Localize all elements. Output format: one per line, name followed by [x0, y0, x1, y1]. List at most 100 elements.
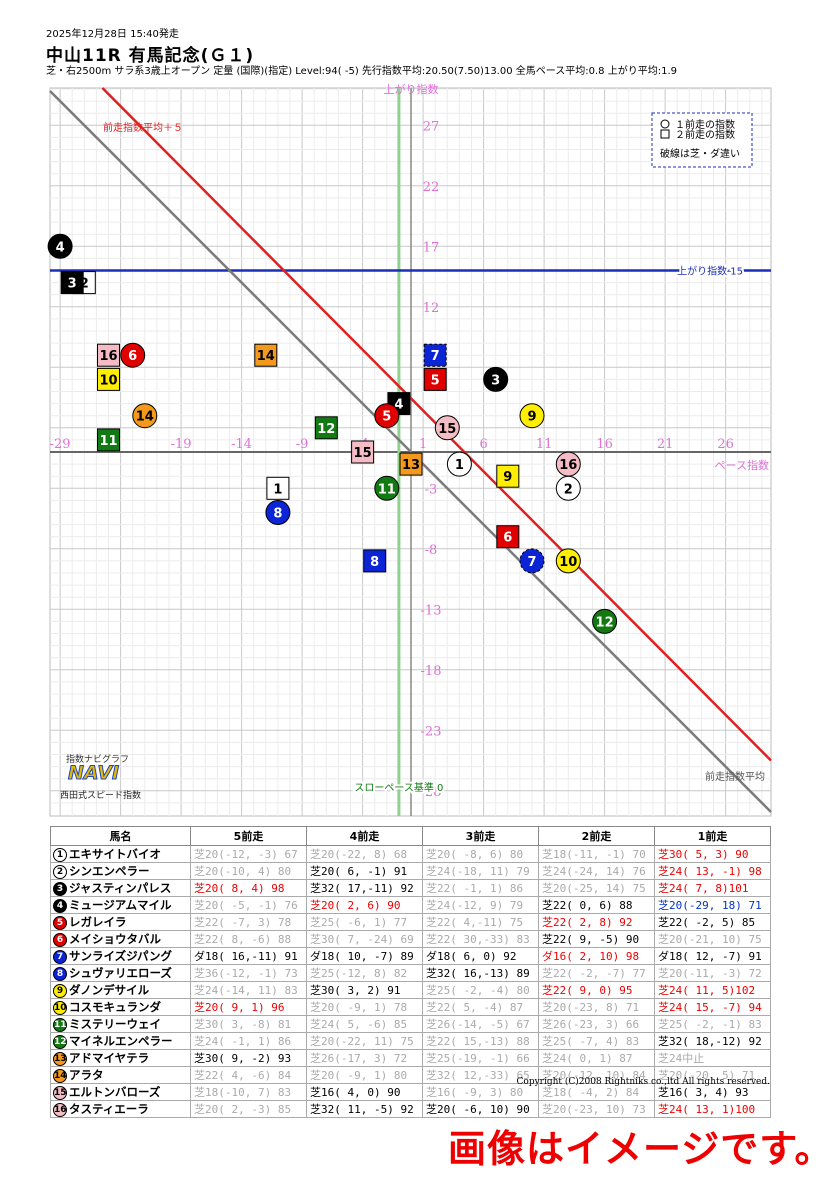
race-result-cell: 芝20(-12, -3) 67	[190, 845, 307, 863]
col-race-5: 5前走	[190, 826, 307, 846]
race-result-cell: 芝20( 8, 4) 98	[190, 879, 307, 897]
x-tick-label: 21	[657, 437, 674, 452]
table-body: 1 エキサイトバイオ 芝20(-12, -3) 67 芝20(-22, 8) 68 芝2…	[50, 845, 771, 1118]
marker-prev1-horse-15	[434, 415, 460, 441]
marker-prev2-horse-7	[423, 343, 447, 367]
copyright: Copyright (C)2008 Rightniks co.,ltd All …	[516, 1077, 770, 1087]
table-row: 1 エキサイトバイオ 芝20(-12, -3) 67 芝20(-22, 8) 68 芝2…	[50, 845, 771, 863]
marker-prev1-horse-3	[483, 366, 509, 392]
marker-prev2-label: 6	[503, 531, 512, 546]
race-result-cell: 芝36(-12, -1) 73	[190, 964, 307, 982]
horse-number-badge: 1	[53, 847, 67, 862]
marker-prev1-label: 2	[564, 482, 573, 497]
horse-name-cell: 8 シュヴァリエローズ	[50, 964, 191, 982]
horse-name-cell: 4 ミュージアムマイル	[50, 896, 191, 914]
race-result-cell: 芝20( -6, 10) 90	[422, 1100, 539, 1118]
marker-prev1-horse-14	[132, 403, 158, 429]
race-result-cell: 芝20(-21, 10) 75	[654, 930, 771, 948]
col-race-4: 4前走	[306, 826, 423, 846]
marker-prev1-label: 11	[378, 482, 396, 497]
horse-number-badge: 7	[53, 949, 67, 964]
race-result-cell: 芝24( 7, 8)101	[654, 879, 771, 897]
horse-name: マイネルエンペラー	[69, 1034, 173, 1048]
horse-name-cell: 3 ジャスティンパレス	[50, 879, 191, 897]
horse-name-cell: 12 マイネルエンペラー	[50, 1032, 191, 1050]
horse-name: ジャスティンパレス	[69, 881, 172, 895]
table-row: 12 マイネルエンペラー 芝24( -1, 1) 86 芝20(-22, 11) 75…	[50, 1032, 771, 1050]
horse-name: メイショウタバル	[69, 932, 161, 946]
race-result-cell: 芝24(-18, 11) 79	[422, 862, 539, 880]
horse-name: エキサイトバイオ	[69, 847, 161, 861]
horse-number-badge: 12	[53, 1034, 67, 1049]
race-result-cell: 芝20( 2, -3) 85	[190, 1100, 307, 1118]
horse-name: シュヴァリエローズ	[69, 966, 172, 980]
race-result-cell: 芝20( -9, 1) 80	[306, 1066, 423, 1084]
race-result-cell: 芝20(-25, 14) 75	[538, 879, 655, 897]
marker-prev1-label: 9	[527, 410, 536, 425]
marker-prev2-label: 11	[99, 434, 117, 449]
horse-number-badge: 8	[53, 966, 67, 981]
race-result-cell: 芝24(-24, 14) 76	[538, 862, 655, 880]
agari-line-label: 上がり指数 15	[677, 265, 743, 278]
horse-number-badge: 2	[53, 864, 67, 879]
race-result-cell: 芝25( -2, -4) 80	[422, 981, 539, 999]
horse-name: アドマイヤテラ	[69, 1051, 150, 1065]
race-result-cell: 芝16( 3, 4) 93	[654, 1083, 771, 1101]
y-tick-label: 22	[423, 180, 440, 195]
legend-circle-label: １前走の指数	[675, 118, 735, 131]
race-result-cell: 芝22( 9, 0) 95	[538, 981, 655, 999]
race-result-cell: 芝26(-23, 3) 66	[538, 1015, 655, 1033]
table-row: 15 エルトンバローズ 芝18(-10, 7) 83 芝16( 4, 0) 90 芝16…	[50, 1083, 771, 1101]
marker-prev1-horse-7	[519, 548, 545, 574]
slow-pace-label: スローペース基準 0	[354, 781, 443, 794]
horse-name: ダノンデサイル	[69, 983, 150, 997]
horse-name-cell: 10 コスモキュランダ	[50, 998, 191, 1016]
race-result-cell: 芝30( 3, 2) 91	[306, 981, 423, 999]
y-tick-label: -18	[421, 664, 442, 679]
marker-prev1-horse-4	[47, 233, 73, 259]
logo-navi: NAVI	[67, 762, 120, 785]
legend-square-symbol	[660, 129, 670, 139]
race-result-cell: ダ18( 12, -7) 91	[654, 947, 771, 965]
marker-prev2-horse-11	[97, 428, 120, 452]
col-race-3: 3前走	[422, 826, 539, 846]
horse-name-cell: 15 エルトンバローズ	[50, 1083, 191, 1101]
race-info: 芝・右2500m サラ系3歳上オープン 定量 (国際)(指定) Level:94…	[46, 66, 677, 77]
marker-prev2-label: 2	[80, 277, 89, 292]
marker-prev1-horse-11	[374, 475, 400, 501]
race-result-cell: 芝24( 0, 1) 87	[538, 1049, 655, 1067]
legend-circle-symbol	[660, 119, 670, 129]
speed-index-chart: -29-19-14-9-4161116212627221712-3-8-13-1…	[47, 82, 772, 817]
race-result-cell: 芝20(-12, 10) 84	[538, 1066, 655, 1084]
race-result-cell: 芝30( 9, -2) 93	[190, 1049, 307, 1067]
race-result-cell: 芝20( 9, 1) 96	[190, 998, 307, 1016]
past-races-table: 馬名 5前走 4前走 3前走 2前走 1前走 1 エキサイトバイオ 芝20(-12,…	[50, 826, 771, 1118]
horse-name-cell: 13 アドマイヤテラ	[50, 1049, 191, 1067]
y-tick-label: -3	[425, 482, 438, 497]
horse-name-cell: 16 タスティエーラ	[50, 1100, 191, 1118]
marker-prev1-horse-10	[555, 548, 581, 574]
marker-prev1-label: 3	[491, 373, 500, 388]
marker-prev1-label: 16	[559, 458, 577, 473]
logo-caption: 西田式スピード指数	[60, 791, 142, 801]
marker-prev2-label: 4	[394, 398, 403, 413]
marker-prev2-horse-3	[60, 271, 84, 295]
marker-prev1-label: 1	[455, 458, 464, 473]
marker-prev1-label: 5	[382, 410, 391, 425]
marker-prev1-label: 12	[596, 615, 614, 630]
race-result-cell: 芝20(-23, 10) 73	[538, 1100, 655, 1118]
race-result-cell: 芝24( 13, 1)100	[654, 1100, 771, 1118]
gray-line-label: 前走指数平均	[705, 770, 765, 783]
table-row: 14 アラタ 芝22( 4, -6) 84 芝20( -9, 1) 80 芝32( 12…	[50, 1066, 771, 1084]
race-result-cell: ダ18( 6, 0) 92	[422, 947, 539, 965]
y-tick-label: 17	[423, 240, 440, 255]
horse-name: エルトンバローズ	[69, 1085, 161, 1099]
marker-prev2-label: 14	[257, 349, 275, 364]
marker-prev1-label: 10	[559, 555, 577, 570]
table-row: 7 サンライズジパング ダ18( 16,-11) 91 ダ18( 10, -7) 89…	[50, 947, 771, 965]
race-result-cell: 芝22( -7, 3) 78	[190, 913, 307, 931]
race-result-cell: 芝22( 4,-11) 75	[422, 913, 539, 931]
prev-avg-line	[49, 90, 772, 813]
race-result-cell: 芝22( 2, 8) 92	[538, 913, 655, 931]
marker-prev1-label: 8	[273, 507, 282, 522]
